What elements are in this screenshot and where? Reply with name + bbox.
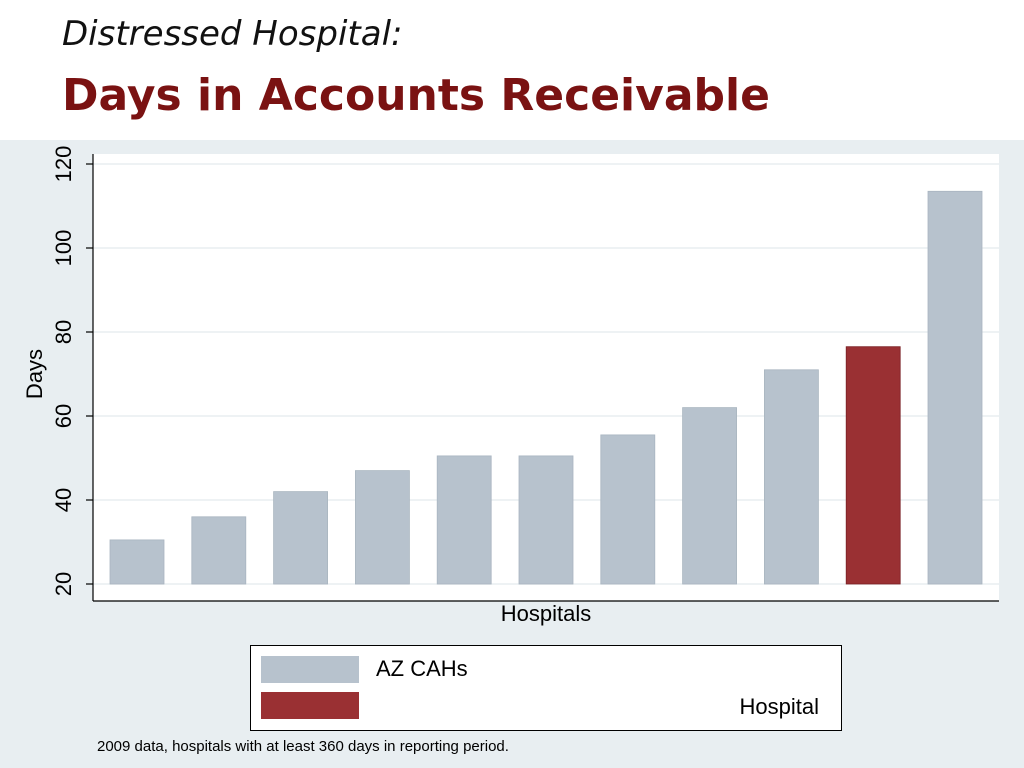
bar-chart: 20 40 60 80 100 120 Hospitals Days	[22, 146, 999, 626]
bar-az-cah	[436, 455, 492, 585]
bar-az-cah	[600, 434, 656, 585]
bar-az-cah	[764, 369, 819, 585]
legend-swatch-az-cahs	[261, 656, 359, 683]
bar-az-cah	[354, 470, 410, 585]
legend-swatch-hospital	[261, 692, 359, 719]
slide-subtitle: Distressed Hospital:	[62, 14, 403, 54]
bar-az-cah	[109, 539, 165, 585]
y-axis-label: Days	[22, 349, 47, 399]
y-tick-label: 80	[51, 320, 76, 344]
y-ticks: 20 40 60 80 100 120	[51, 146, 93, 596]
bar-az-cah	[518, 455, 574, 585]
bar-az-cah	[191, 516, 247, 585]
legend-label-az-cahs: AZ CAHs	[376, 656, 468, 681]
bar-az-cah	[682, 407, 737, 585]
bar-az-cah	[927, 190, 983, 585]
legend-label-hospital: Hospital	[739, 694, 819, 719]
y-tick-label: 20	[51, 572, 76, 596]
y-tick-label: 40	[51, 488, 76, 512]
bars	[109, 190, 983, 585]
x-axis-label: Hospitals	[501, 601, 591, 626]
footnote: 2009 data, hospitals with at least 360 d…	[97, 738, 509, 755]
y-tick-label: 120	[51, 146, 76, 183]
y-tick-label: 60	[51, 404, 76, 428]
y-tick-label: 100	[51, 230, 76, 267]
bar-hospital	[845, 346, 901, 585]
legend: AZ CAHs Hospital	[250, 645, 842, 731]
bar-az-cah	[273, 491, 329, 585]
slide-title: Days in Accounts Receivable	[62, 70, 770, 121]
